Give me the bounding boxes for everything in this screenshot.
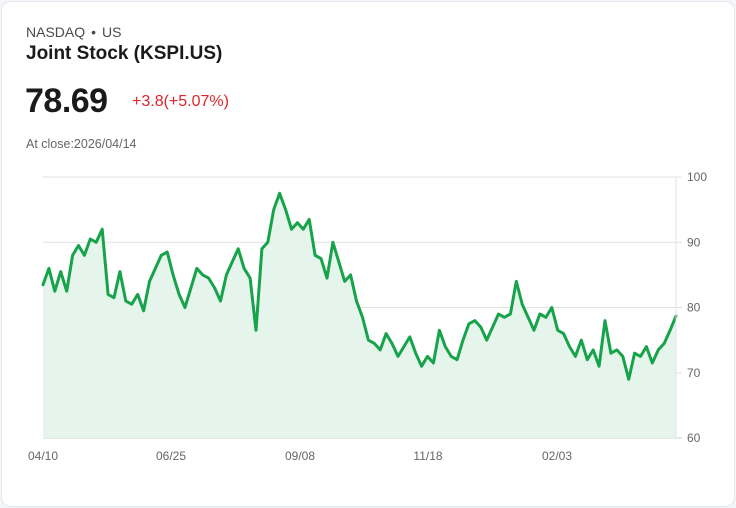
y-tick-label: 100	[687, 170, 707, 184]
current-price: 78.69	[25, 82, 108, 120]
close-date: At close:2026/04/14	[26, 137, 137, 151]
y-tick-label: 80	[687, 301, 701, 315]
x-tick-label: 11/18	[413, 449, 442, 463]
x-tick-label: 09/08	[285, 449, 315, 463]
x-tick-label: 06/25	[156, 449, 186, 463]
exchange-name: NASDAQ	[26, 24, 86, 40]
price-area-fill	[43, 193, 676, 438]
stock-title: Joint Stock (KSPI.US)	[26, 43, 223, 64]
y-tick-label: 90	[687, 235, 701, 249]
y-tick-label: 70	[687, 366, 701, 380]
x-tick-label: 02/03	[542, 449, 572, 463]
price-line[interactable]	[41, 191, 678, 381]
price-change: +3.8(+5.07%)	[132, 93, 229, 110]
x-tick-label: 04/10	[28, 449, 58, 463]
exchange-line: NASDAQ • US	[26, 24, 121, 40]
separator-dot: •	[91, 24, 97, 40]
y-axis-labels: 100 90 80 70 60	[687, 170, 707, 445]
x-axis-labels: 04/10 06/25 09/08 11/18 02/03	[28, 449, 572, 463]
y-tick-label: 60	[687, 431, 701, 445]
region: US	[102, 24, 122, 40]
